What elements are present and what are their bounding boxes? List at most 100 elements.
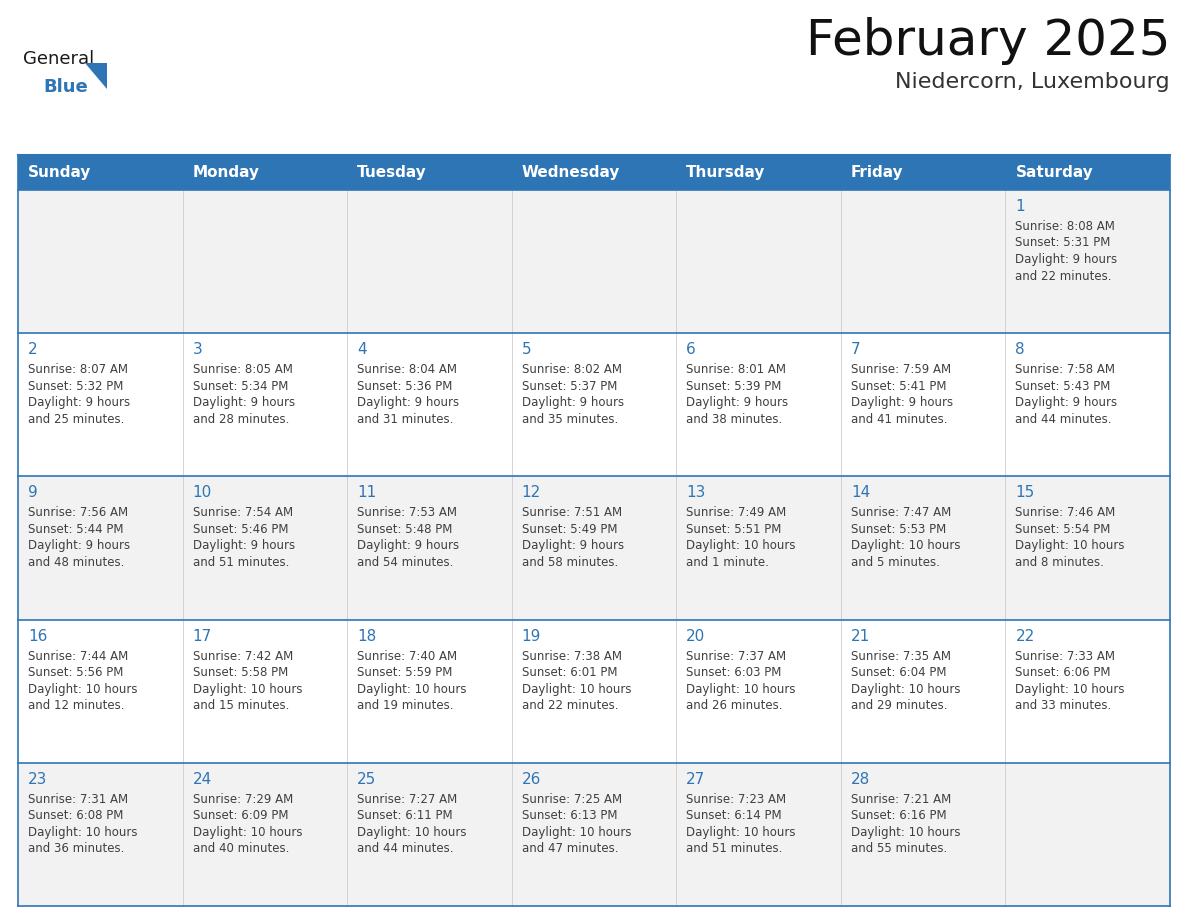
Text: and 28 minutes.: and 28 minutes. [192,413,289,426]
Text: and 44 minutes.: and 44 minutes. [1016,413,1112,426]
Text: Wednesday: Wednesday [522,165,620,180]
Text: 28: 28 [851,772,870,787]
Text: 1: 1 [1016,199,1025,214]
Text: Sunset: 5:53 PM: Sunset: 5:53 PM [851,523,946,536]
Bar [183,155,347,190]
Text: Sunset: 6:16 PM: Sunset: 6:16 PM [851,810,947,823]
Text: and 35 minutes.: and 35 minutes. [522,413,618,426]
Text: and 38 minutes.: and 38 minutes. [687,413,783,426]
Text: Niedercorn, Luxembourg: Niedercorn, Luxembourg [896,72,1170,92]
Text: Sunrise: 7:42 AM: Sunrise: 7:42 AM [192,650,292,663]
Text: Tuesday: Tuesday [358,165,426,180]
Text: and 44 minutes.: and 44 minutes. [358,843,454,856]
Text: and 29 minutes.: and 29 minutes. [851,700,947,712]
Text: 27: 27 [687,772,706,787]
Text: 16: 16 [29,629,48,644]
Text: Sunrise: 7:56 AM: Sunrise: 7:56 AM [29,507,128,520]
Text: 5: 5 [522,342,531,357]
Text: 21: 21 [851,629,870,644]
Text: and 12 minutes.: and 12 minutes. [29,700,125,712]
Text: and 25 minutes.: and 25 minutes. [29,413,125,426]
Text: Sunset: 5:49 PM: Sunset: 5:49 PM [522,523,618,536]
Text: Sunrise: 7:54 AM: Sunrise: 7:54 AM [192,507,292,520]
Text: Sunset: 5:37 PM: Sunset: 5:37 PM [522,380,617,393]
Bar [841,155,1005,190]
Text: and 26 minutes.: and 26 minutes. [687,700,783,712]
Text: and 36 minutes.: and 36 minutes. [29,843,125,856]
Text: Sunset: 5:56 PM: Sunset: 5:56 PM [29,666,124,679]
Text: Daylight: 10 hours: Daylight: 10 hours [29,683,138,696]
Text: Sunset: 6:04 PM: Sunset: 6:04 PM [851,666,947,679]
Text: Daylight: 9 hours: Daylight: 9 hours [192,397,295,409]
Bar [18,190,1170,333]
Text: Daylight: 9 hours: Daylight: 9 hours [522,397,624,409]
Text: Sunday: Sunday [29,165,91,180]
Text: 17: 17 [192,629,211,644]
Text: 26: 26 [522,772,541,787]
Text: and 51 minutes.: and 51 minutes. [192,556,289,569]
Text: and 47 minutes.: and 47 minutes. [522,843,618,856]
Text: Daylight: 10 hours: Daylight: 10 hours [1016,683,1125,696]
Text: and 55 minutes.: and 55 minutes. [851,843,947,856]
Text: Daylight: 10 hours: Daylight: 10 hours [687,683,796,696]
Text: Daylight: 10 hours: Daylight: 10 hours [192,683,302,696]
Text: Sunset: 6:03 PM: Sunset: 6:03 PM [687,666,782,679]
Text: 2: 2 [29,342,38,357]
Text: Daylight: 10 hours: Daylight: 10 hours [687,540,796,553]
Text: and 54 minutes.: and 54 minutes. [358,556,454,569]
Text: 3: 3 [192,342,202,357]
Text: Daylight: 9 hours: Daylight: 9 hours [358,540,460,553]
Text: Daylight: 9 hours: Daylight: 9 hours [851,397,953,409]
Bar [18,333,1170,476]
Text: Sunrise: 7:23 AM: Sunrise: 7:23 AM [687,793,786,806]
Text: Sunrise: 7:40 AM: Sunrise: 7:40 AM [358,650,457,663]
Text: 25: 25 [358,772,377,787]
Text: Sunset: 6:11 PM: Sunset: 6:11 PM [358,810,453,823]
Text: Sunset: 5:31 PM: Sunset: 5:31 PM [1016,237,1111,250]
Bar [18,155,183,190]
Bar [676,155,841,190]
Text: and 58 minutes.: and 58 minutes. [522,556,618,569]
Text: Daylight: 9 hours: Daylight: 9 hours [358,397,460,409]
Bar [347,155,512,190]
Text: 9: 9 [29,486,38,500]
Text: Daylight: 9 hours: Daylight: 9 hours [522,540,624,553]
Text: Sunset: 5:51 PM: Sunset: 5:51 PM [687,523,782,536]
Text: Sunrise: 8:05 AM: Sunrise: 8:05 AM [192,364,292,376]
Text: and 19 minutes.: and 19 minutes. [358,700,454,712]
Text: Daylight: 9 hours: Daylight: 9 hours [687,397,789,409]
Text: Sunset: 6:09 PM: Sunset: 6:09 PM [192,810,287,823]
Text: Sunset: 6:06 PM: Sunset: 6:06 PM [1016,666,1111,679]
Text: Friday: Friday [851,165,904,180]
Text: Daylight: 10 hours: Daylight: 10 hours [851,826,960,839]
Text: Sunrise: 7:46 AM: Sunrise: 7:46 AM [1016,507,1116,520]
Text: Sunset: 5:34 PM: Sunset: 5:34 PM [192,380,287,393]
Text: Daylight: 9 hours: Daylight: 9 hours [29,540,131,553]
Text: Sunrise: 7:49 AM: Sunrise: 7:49 AM [687,507,786,520]
Text: Sunset: 5:32 PM: Sunset: 5:32 PM [29,380,124,393]
Text: Sunrise: 7:38 AM: Sunrise: 7:38 AM [522,650,621,663]
Text: Sunrise: 7:58 AM: Sunrise: 7:58 AM [1016,364,1116,376]
Text: Sunset: 5:39 PM: Sunset: 5:39 PM [687,380,782,393]
Text: and 15 minutes.: and 15 minutes. [192,700,289,712]
Text: Sunrise: 7:31 AM: Sunrise: 7:31 AM [29,793,128,806]
Text: Daylight: 10 hours: Daylight: 10 hours [522,683,631,696]
Text: Daylight: 10 hours: Daylight: 10 hours [358,826,467,839]
Text: Daylight: 10 hours: Daylight: 10 hours [522,826,631,839]
Text: 8: 8 [1016,342,1025,357]
Text: and 41 minutes.: and 41 minutes. [851,413,947,426]
Text: 15: 15 [1016,486,1035,500]
Text: Sunset: 5:41 PM: Sunset: 5:41 PM [851,380,947,393]
Text: 7: 7 [851,342,860,357]
Text: 13: 13 [687,486,706,500]
Text: Daylight: 9 hours: Daylight: 9 hours [29,397,131,409]
Text: Monday: Monday [192,165,259,180]
Bar [18,763,1170,906]
Text: Daylight: 10 hours: Daylight: 10 hours [29,826,138,839]
Text: Sunrise: 7:59 AM: Sunrise: 7:59 AM [851,364,950,376]
Text: Daylight: 10 hours: Daylight: 10 hours [687,826,796,839]
Text: Sunset: 5:48 PM: Sunset: 5:48 PM [358,523,453,536]
Text: and 1 minute.: and 1 minute. [687,556,769,569]
Text: Sunrise: 7:21 AM: Sunrise: 7:21 AM [851,793,952,806]
Text: 10: 10 [192,486,211,500]
